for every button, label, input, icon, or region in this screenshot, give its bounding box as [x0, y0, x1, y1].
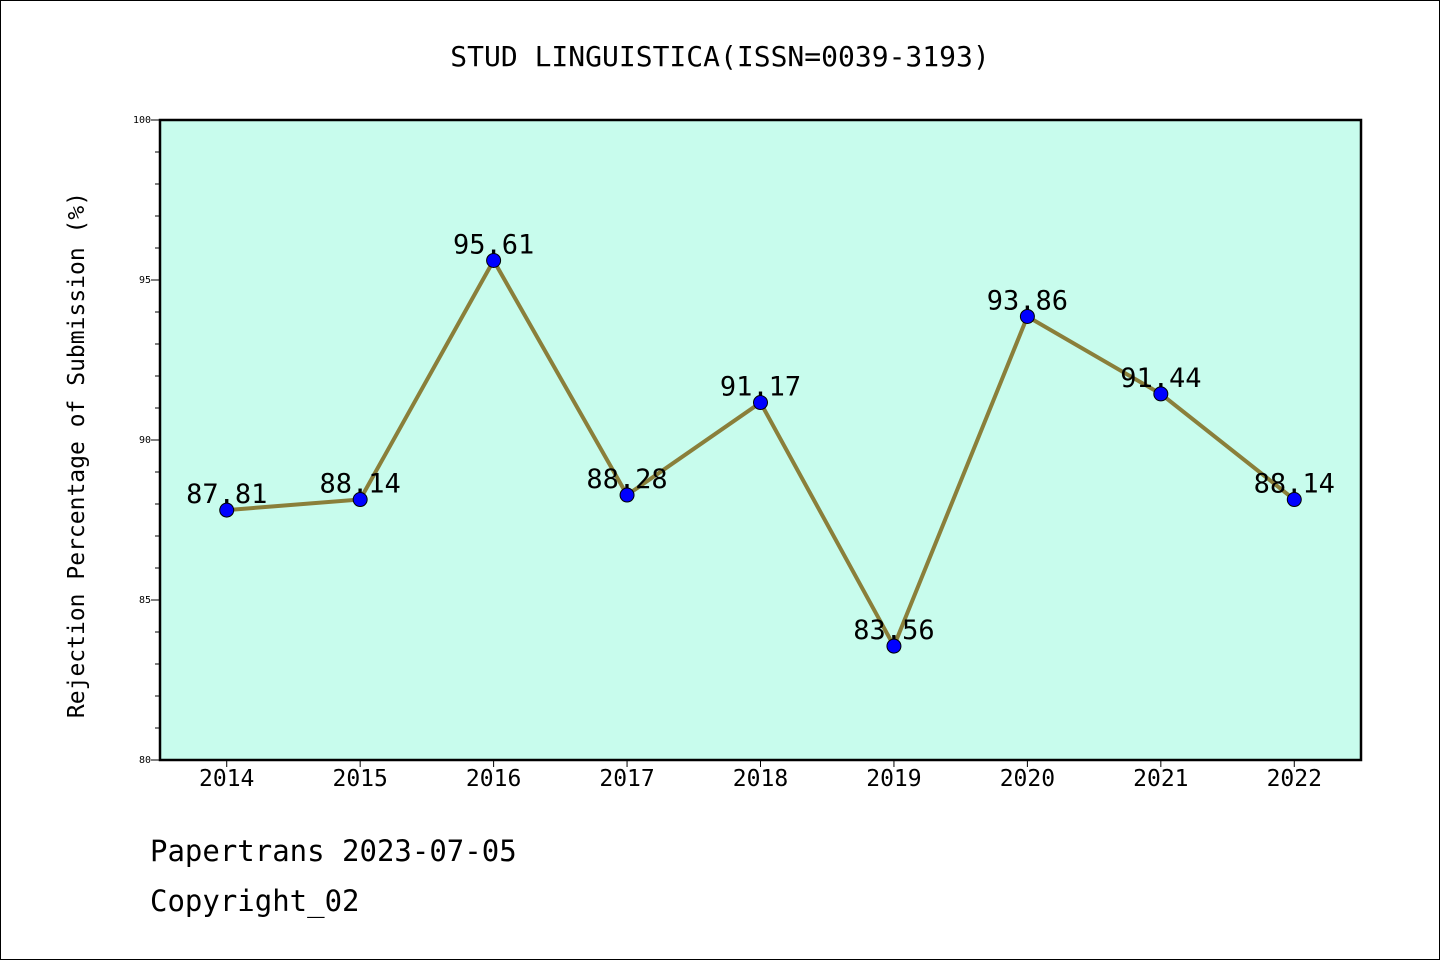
data-label: 91.17 [720, 372, 801, 403]
data-point [219, 502, 235, 518]
y-tick-label: 80 [139, 755, 151, 766]
data-label: 93.86 [987, 285, 1068, 316]
x-tick-label: 2020 [1000, 766, 1055, 792]
chart-title: STUD LINGUISTICA(ISSN=0039-3193) [450, 40, 989, 73]
y-tick-label: 90 [139, 435, 151, 446]
data-point [1019, 308, 1035, 324]
x-tick-label: 2021 [1133, 766, 1188, 792]
data-label: 87.81 [186, 479, 267, 510]
data-point [486, 252, 502, 268]
data-label: 91.44 [1120, 363, 1201, 394]
x-tick-label: 2022 [1267, 766, 1322, 792]
footer-watermark: Papertrans 2023-07-05 [150, 834, 517, 868]
footer-copyright: Copyright_02 [150, 884, 360, 918]
y-axis-ticks: 80 85 90 95 100 [133, 115, 160, 766]
x-axis-ticks: 2014 2015 2016 2017 2018 2019 2020 2021 2022 [199, 760, 1322, 792]
data-label: 88.14 [1254, 469, 1335, 500]
y-tick-label: 95 [139, 275, 151, 286]
data-point [619, 487, 635, 503]
data-label: 83.56 [853, 615, 934, 646]
data-point [753, 395, 768, 411]
x-tick-label: 2019 [866, 766, 921, 792]
plot-area [160, 120, 1361, 760]
data-point [1286, 492, 1302, 508]
x-tick-label: 2017 [599, 766, 654, 792]
x-tick-label: 2014 [199, 766, 254, 792]
y-tick-label: 85 [139, 595, 151, 606]
x-tick-label: 2016 [466, 766, 521, 792]
data-point [886, 638, 902, 654]
x-tick-label: 2015 [332, 766, 387, 792]
series-rejection: 87.81 88.14 95.61 88.28 91.17 83.56 93.86 91.44… [186, 229, 1335, 654]
plot-border [158, 118, 1363, 762]
y-axis-label: Rejection Percentage of Submission (%) [64, 192, 90, 718]
data-label: 88.14 [320, 469, 401, 500]
data-label: 95.61 [453, 229, 534, 260]
x-tick-label: 2018 [733, 766, 788, 792]
y-tick-label: 100 [133, 115, 151, 126]
data-label: 88.28 [586, 464, 667, 495]
data-point [352, 492, 368, 508]
data-point [1153, 386, 1169, 402]
